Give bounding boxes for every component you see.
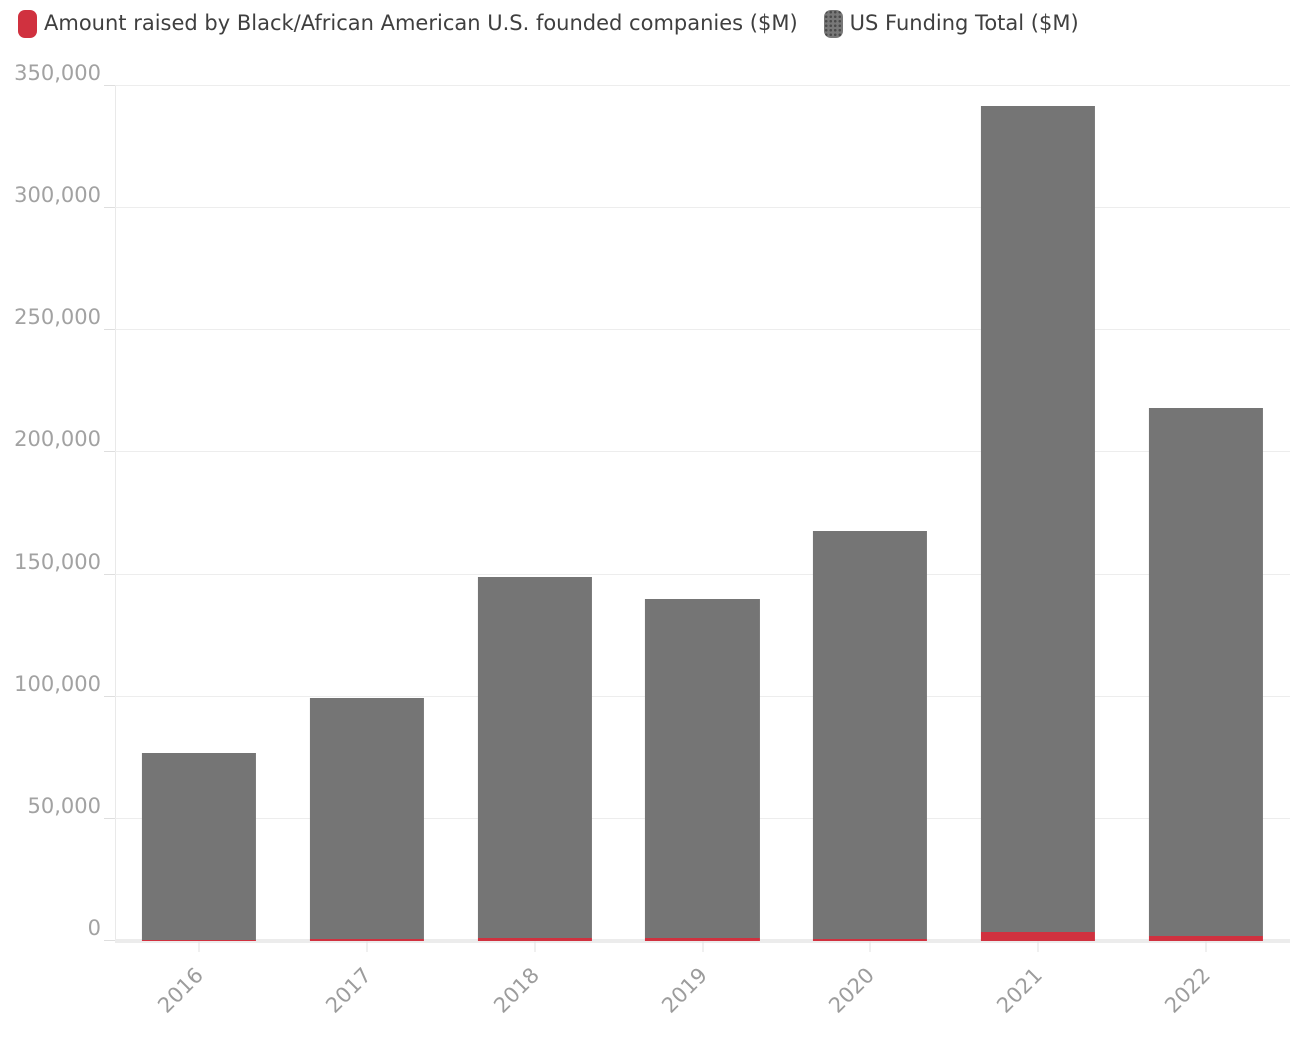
x-axis-label-2021: 2021: [992, 963, 1048, 1018]
y-axis-line: [115, 86, 116, 941]
bar-stack-2016: [141, 752, 256, 941]
bar-group-2022: [1122, 86, 1290, 941]
x-axis-tick: [198, 941, 200, 952]
bar-black-founders-2019[interactable]: [645, 938, 760, 941]
bar-us-funding-total-2020[interactable]: [813, 530, 928, 939]
plot-area: 0 50,000 100,000 150,000 200,000 250,000 300,0…: [14, 61, 1290, 1018]
bar-black-founders-2020[interactable]: [813, 938, 928, 941]
bar-group-2017: [283, 86, 451, 941]
x-axis-label-2016: 2016: [153, 963, 208, 1018]
y-axis-tick-label: 350,000: [14, 61, 101, 85]
x-axis-tick: [702, 941, 703, 952]
legend-swatch-red-icon: [18, 10, 37, 38]
bar-stack-2017: [309, 697, 424, 941]
gridline-350000: [115, 85, 1290, 86]
y-axis-tick-label: 200,000: [14, 427, 101, 452]
bar-stack-2021: [981, 105, 1096, 941]
x-axis-label-2018: 2018: [488, 963, 544, 1018]
bar-us-funding-total-2018[interactable]: [477, 577, 592, 939]
bar-black-founders-2021[interactable]: [981, 931, 1096, 941]
y-axis-tick: [104, 695, 115, 697]
bar-group-2021: [954, 86, 1122, 941]
legend-item-us-total[interactable]: US Funding Total ($M): [823, 10, 1079, 38]
bar-stack-2018: [477, 577, 592, 941]
y-axis-tick: [104, 817, 115, 819]
bar-group-2020: [786, 86, 954, 941]
x-axis-label-2019: 2019: [656, 963, 712, 1018]
x-axis-label-2017: 2017: [320, 963, 376, 1018]
y-axis-tick-label: 100,000: [14, 671, 101, 696]
y-axis-tick: [104, 940, 115, 941]
y-axis-tick-label: 0: [87, 916, 101, 940]
legend-swatch-gray-icon: [823, 10, 843, 38]
legend-label-us-total: US Funding Total ($M): [849, 11, 1079, 36]
y-axis-tick: [104, 573, 115, 575]
y-axis-tick-label: 50,000: [27, 793, 101, 818]
bar-group-2019: [619, 86, 787, 941]
bar-stack-2020: [813, 530, 928, 941]
y-axis-tick-label: 250,000: [14, 305, 101, 330]
bar-black-founders-2017[interactable]: [309, 939, 424, 941]
gridline-150000: [115, 573, 1290, 575]
x-axis-tick: [1205, 941, 1207, 952]
gridline-250000: [115, 329, 1290, 331]
legend-item-black-founders[interactable]: Amount raised by Black/African American …: [18, 10, 798, 38]
legend: Amount raised by Black/African American …: [18, 10, 1079, 38]
x-axis-label-2020: 2020: [824, 963, 880, 1018]
bar-us-funding-total-2021[interactable]: [981, 105, 1096, 932]
bar-stack-2022: [1149, 408, 1264, 941]
gridline-200000: [115, 451, 1290, 453]
bar-black-founders-2018[interactable]: [477, 938, 592, 941]
bar-stack-2019: [645, 599, 760, 941]
y-axis-tick: [104, 329, 115, 331]
y-axis-tick: [104, 85, 115, 86]
bar-us-funding-total-2017[interactable]: [309, 697, 424, 940]
y-axis-tick: [104, 451, 115, 453]
x-axis-tick: [534, 941, 536, 952]
x-axis-tick: [869, 941, 871, 952]
bar-black-founders-2022[interactable]: [1149, 936, 1264, 941]
bar-group-2018: [451, 86, 619, 941]
x-axis-label-2022: 2022: [1160, 963, 1216, 1018]
x-axis-tick: [1037, 941, 1039, 952]
bar-black-founders-2016[interactable]: [141, 940, 256, 941]
bar-us-funding-total-2019[interactable]: [645, 599, 760, 939]
y-axis-tick-label: 150,000: [14, 549, 101, 574]
gridline-300000: [115, 207, 1290, 209]
y-axis-tick: [104, 207, 115, 209]
bar-us-funding-total-2016[interactable]: [141, 752, 256, 941]
y-axis-tick-label: 300,000: [14, 183, 101, 208]
bar-group-2016: [115, 86, 283, 941]
bar-us-funding-total-2022[interactable]: [1149, 408, 1264, 937]
x-axis-tick: [366, 941, 368, 952]
legend-label-black-founders: Amount raised by Black/African American …: [44, 11, 798, 36]
